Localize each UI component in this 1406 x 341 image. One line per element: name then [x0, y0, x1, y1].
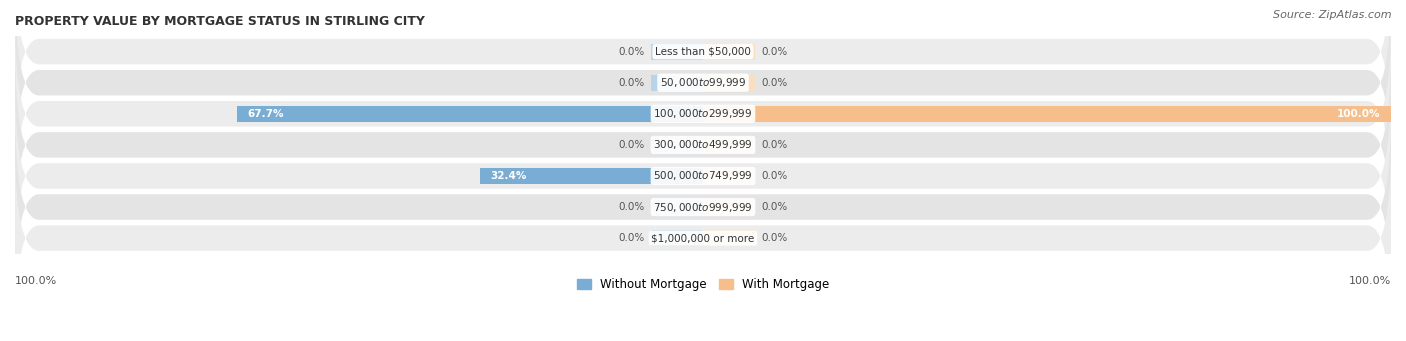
Text: 0.0%: 0.0% [762, 140, 787, 150]
Bar [703, 230, 755, 246]
Text: 0.0%: 0.0% [762, 233, 787, 243]
Bar [238, 106, 703, 122]
Bar [651, 137, 703, 153]
Text: 67.7%: 67.7% [247, 109, 284, 119]
Text: $100,000 to $299,999: $100,000 to $299,999 [654, 107, 752, 120]
FancyBboxPatch shape [15, 18, 1391, 210]
Text: $500,000 to $749,999: $500,000 to $749,999 [654, 169, 752, 182]
Bar [651, 75, 703, 91]
Bar [479, 168, 703, 184]
Text: $1,000,000 or more: $1,000,000 or more [651, 233, 755, 243]
Text: 100.0%: 100.0% [15, 276, 58, 286]
FancyBboxPatch shape [15, 80, 1391, 272]
Text: 0.0%: 0.0% [619, 78, 644, 88]
Bar [703, 75, 755, 91]
Text: 32.4%: 32.4% [491, 171, 527, 181]
Bar [651, 230, 703, 246]
Text: 0.0%: 0.0% [762, 171, 787, 181]
FancyBboxPatch shape [15, 0, 1391, 148]
FancyBboxPatch shape [15, 0, 1391, 179]
Bar [651, 199, 703, 215]
Text: 0.0%: 0.0% [619, 47, 644, 57]
FancyBboxPatch shape [15, 111, 1391, 303]
Bar [703, 199, 755, 215]
Text: 0.0%: 0.0% [619, 140, 644, 150]
Legend: Without Mortgage, With Mortgage: Without Mortgage, With Mortgage [572, 273, 834, 296]
Text: 100.0%: 100.0% [1348, 276, 1391, 286]
Text: 0.0%: 0.0% [619, 202, 644, 212]
Text: 0.0%: 0.0% [762, 202, 787, 212]
Text: 0.0%: 0.0% [762, 78, 787, 88]
Text: $750,000 to $999,999: $750,000 to $999,999 [654, 201, 752, 213]
Text: PROPERTY VALUE BY MORTGAGE STATUS IN STIRLING CITY: PROPERTY VALUE BY MORTGAGE STATUS IN STI… [15, 15, 425, 28]
Text: 100.0%: 100.0% [1337, 109, 1381, 119]
FancyBboxPatch shape [15, 142, 1391, 334]
Text: Less than $50,000: Less than $50,000 [655, 47, 751, 57]
FancyBboxPatch shape [15, 49, 1391, 241]
Text: 0.0%: 0.0% [762, 47, 787, 57]
Bar [703, 106, 1391, 122]
Text: $300,000 to $499,999: $300,000 to $499,999 [654, 138, 752, 151]
Text: 0.0%: 0.0% [619, 233, 644, 243]
Bar [703, 168, 755, 184]
Bar [651, 44, 703, 60]
Text: Source: ZipAtlas.com: Source: ZipAtlas.com [1274, 10, 1392, 20]
Bar [703, 137, 755, 153]
Bar [703, 44, 755, 60]
Text: $50,000 to $99,999: $50,000 to $99,999 [659, 76, 747, 89]
